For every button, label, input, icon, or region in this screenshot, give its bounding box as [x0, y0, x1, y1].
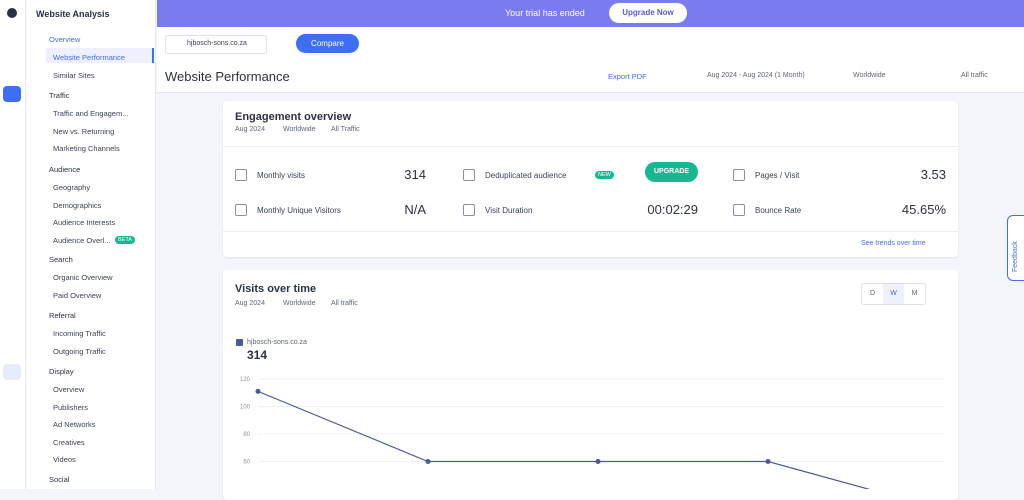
nav-item[interactable]: Overview [53, 385, 85, 394]
nav-item[interactable]: Outgoing Traffic [53, 346, 106, 356]
legend-name: hjbosch-sons.co.za [247, 339, 307, 346]
legend-value: 314 [247, 348, 268, 362]
metric-icon [733, 204, 745, 216]
domain: hjbosch-sons.co.za [187, 40, 247, 47]
trial-banner: Your trial has ended Upgrade Now [157, 0, 1024, 27]
section-label[interactable]: Social [49, 475, 70, 484]
nav-item[interactable]: Marketing Channels [53, 144, 120, 153]
section-label[interactable]: Traffic [49, 91, 70, 100]
logo[interactable] [7, 8, 17, 18]
point [765, 459, 771, 464]
metric-value: 314 [404, 167, 426, 182]
toggle[interactable]: D [869, 290, 876, 297]
nav-item[interactable]: Website Performance [53, 53, 125, 62]
filter: Worldwide [283, 300, 316, 307]
active-item [46, 48, 154, 63]
sidebar: Website Analysis Overview Website Perform… [26, 0, 156, 489]
feedback-tab[interactable]: Feedback [1007, 215, 1024, 281]
nav-item[interactable]: Videos [53, 455, 76, 464]
filter: Worldwide [283, 126, 316, 133]
metric-value: N/A [404, 202, 426, 217]
traffic[interactable]: All traffic [961, 72, 988, 79]
engagement-card: Engagement overview Aug 2024 Worldwide All… [223, 101, 958, 257]
nav-item[interactable]: Traffic and Engagem... [53, 109, 129, 118]
nav-item[interactable]: Creatives [53, 437, 85, 447]
nav-item[interactable]: Publishers [53, 402, 89, 412]
nav-item[interactable]: New vs. Returning [53, 126, 115, 136]
y-tick-label: 120 [240, 377, 251, 383]
domain-chip[interactable] [165, 35, 267, 54]
metric-label: Deduplicated audience [485, 171, 567, 180]
section-label[interactable]: Audience [49, 165, 81, 174]
nav-item[interactable]: Geography [53, 183, 91, 192]
card-title: Visits over time [235, 283, 317, 295]
section-label[interactable]: Display [49, 367, 74, 376]
nav-item[interactable]: Demographics [53, 200, 102, 210]
top-bar: hjbosch-sons.co.za Compare Website Perfo… [157, 27, 1024, 93]
nav-item[interactable]: Similar Sites [53, 70, 95, 80]
metric-icon [463, 169, 475, 181]
metric-icon [463, 204, 475, 216]
metric-value: 45.65% [901, 202, 946, 217]
toggle[interactable]: W [883, 284, 904, 304]
metric-label: Bounce Rate [755, 206, 802, 215]
filters: Aug 2024 Worldwide All traffic [235, 300, 535, 310]
icon-rail [0, 0, 26, 489]
metric-icon [235, 169, 247, 181]
metric-label: Monthly visits [257, 171, 306, 180]
filters: Aug 2024 Worldwide All Traffic [235, 126, 535, 136]
banner-text: Your trial has ended [505, 8, 585, 18]
nav-item[interactable]: Incoming Traffic [53, 329, 106, 338]
point [595, 459, 601, 464]
legend-check[interactable] [236, 339, 243, 346]
toggle[interactable]: M [911, 290, 918, 297]
point [425, 459, 431, 464]
divider [223, 231, 958, 232]
region[interactable]: Worldwide [853, 72, 886, 79]
export-pdf[interactable]: Export PDF [608, 72, 647, 81]
metric-value: 3.53 [920, 167, 946, 182]
nav-item[interactable]: Paid Overview [53, 290, 102, 300]
section-label[interactable]: Search [49, 255, 73, 264]
divider [223, 146, 958, 147]
metric-label: Visit Duration [485, 206, 533, 215]
compare-button[interactable]: Compare [296, 34, 359, 53]
nav-item[interactable]: Audience Interests [53, 218, 116, 227]
metric-icon [733, 169, 745, 181]
filter: All Traffic [331, 126, 360, 133]
beta-badge: BETA [115, 235, 135, 244]
y-tick-label: 80 [243, 432, 250, 438]
filter: Aug 2024 [235, 300, 265, 307]
nav-item[interactable]: Audience Overl... [53, 235, 111, 245]
card-title: Engagement overview [235, 111, 352, 123]
date-range[interactable]: Aug 2024 - Aug 2024 (1 Month) [707, 72, 805, 79]
nav-item[interactable]: Organic Overview [53, 273, 113, 282]
y-tick-label: 100 [240, 405, 251, 411]
metric-value: 00:02:29 [647, 202, 698, 217]
point [255, 388, 261, 394]
sidebar-title: Website Analysis [36, 9, 110, 19]
section-label[interactable]: Overview [49, 35, 81, 44]
trends-link[interactable]: See trends over time [861, 240, 926, 247]
metrics: Monthly visits 314 Monthly Unique Visitors… [223, 101, 958, 257]
metric-icon [235, 204, 247, 216]
filter: All traffic [331, 300, 358, 307]
y-tick-label: 60 [243, 460, 250, 466]
icon[interactable] [3, 364, 21, 380]
upgrade-button[interactable]: Upgrade Now [609, 3, 687, 23]
page-title: Website Performance [165, 69, 290, 84]
active-icon[interactable] [3, 86, 21, 102]
metric-label: Monthly Unique Visitors [257, 206, 341, 215]
visits-chart: 60 80 100 120 [240, 377, 945, 489]
new-badge: NEW [595, 171, 614, 179]
upgrade-button[interactable]: UPGRADE [645, 162, 698, 182]
nav-item[interactable]: Ad Networks [53, 420, 96, 429]
filter: Aug 2024 [235, 126, 265, 133]
metric-label: Pages / Visit [755, 171, 800, 180]
section-label[interactable]: Referral [49, 311, 76, 320]
